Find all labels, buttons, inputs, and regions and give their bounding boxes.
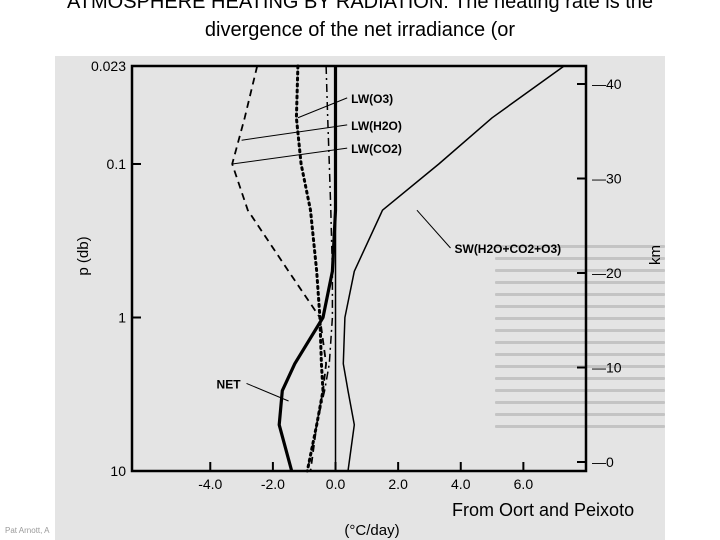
- x-tick-label: 4.0: [451, 476, 471, 492]
- curve-label: LW(H2O): [351, 119, 402, 133]
- curve-label: LW(O3): [351, 92, 393, 106]
- curve-label: LW(CO2): [351, 142, 402, 156]
- y-tick-label: 1: [118, 309, 126, 325]
- leader-line: [232, 147, 348, 165]
- y2-tick-label: —0: [592, 454, 614, 470]
- curve-label: NET: [217, 377, 242, 391]
- series-line: [342, 65, 565, 472]
- series-line: [277, 66, 338, 472]
- y2-tick-label: —40: [592, 76, 622, 92]
- y2-tick-label: —30: [592, 171, 622, 187]
- y-tick-label: 0.1: [107, 156, 127, 172]
- y-tick-label: 0.023: [91, 58, 126, 74]
- x-tick-label: 0.0: [326, 476, 346, 492]
- curve-label: SW(H2O+CO2+O3): [454, 242, 561, 256]
- x-tick-label: -4.0: [198, 476, 222, 492]
- series-line: [306, 65, 334, 472]
- y2-axis-title: km: [647, 245, 664, 265]
- x-axis-title: (°C/day): [344, 522, 399, 539]
- x-tick-label: 2.0: [388, 476, 408, 492]
- leader-line: [241, 124, 348, 141]
- x-tick-label: -2.0: [261, 476, 285, 492]
- leader-line: [416, 209, 451, 249]
- source-credit: From Oort and Peixoto: [452, 500, 635, 520]
- slide-title: ATMOSPHERE HEATING BY RADIATION: The hea…: [66, 0, 654, 41]
- leader-line: [246, 383, 289, 402]
- scanned-figure-background: [55, 56, 665, 540]
- y2-tick-label: —20: [592, 265, 622, 281]
- y-axis-title: p (db): [75, 236, 92, 275]
- y2-tick-label: —10: [592, 360, 622, 376]
- leader-line: [297, 97, 348, 119]
- y-tick-label: 10: [110, 463, 126, 479]
- series-line: [294, 64, 325, 473]
- plot-frame: [130, 64, 588, 473]
- footer-note: Pat Arnott, A: [5, 526, 50, 535]
- x-tick-label: 6.0: [514, 476, 534, 492]
- series-line: [231, 65, 328, 472]
